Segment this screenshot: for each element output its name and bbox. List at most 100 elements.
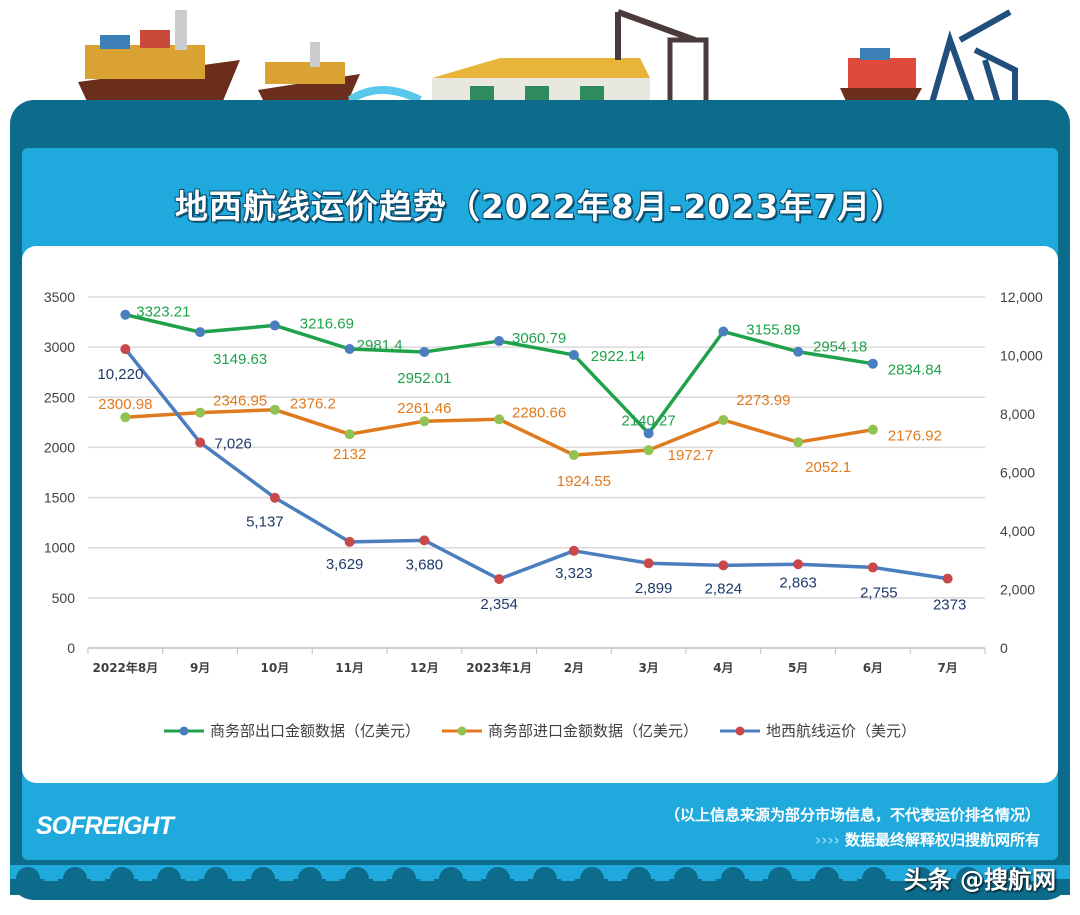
x-tick-label: 2月 — [564, 661, 584, 675]
y-right-tick-label: 12,000 — [1000, 289, 1043, 305]
x-tick-label: 2022年8月 — [93, 660, 159, 675]
data-point — [494, 574, 505, 585]
data-label: 2,755 — [860, 584, 898, 601]
x-tick-label: 3月 — [638, 661, 658, 675]
data-label: 3,680 — [406, 556, 444, 573]
page-title: 地西航线运价趋势（2022年8月-2023年7月） — [174, 187, 906, 226]
data-label: 2952.01 — [397, 370, 451, 387]
gantry-crane-icon — [927, 9, 1018, 112]
data-point — [494, 414, 505, 425]
data-point — [568, 349, 579, 360]
data-label: 3323.21 — [136, 304, 190, 321]
data-point — [718, 326, 729, 337]
arrows-icon: ›››› — [815, 831, 840, 849]
chart-legend: 商务部出口金额数据（亿美元） 商务部进口金额数据（亿美元） 地西航线运价（美元） — [0, 720, 1080, 741]
data-label: 2376.2 — [290, 396, 336, 413]
y-right-tick-label: 0 — [1000, 640, 1008, 656]
y-right-tick-label: 10,000 — [1000, 348, 1043, 364]
data-label: 1924.55 — [557, 473, 611, 490]
data-point — [643, 445, 654, 456]
y-left-tick-label: 1500 — [44, 490, 75, 506]
data-point — [195, 437, 206, 448]
x-tick-label: 12月 — [410, 661, 439, 675]
data-point — [269, 320, 280, 331]
data-label: 2261.46 — [397, 400, 451, 417]
data-point — [568, 449, 579, 460]
data-label: 2981.4 — [357, 337, 403, 354]
data-point — [793, 559, 804, 570]
legend-label: 地西航线运价（美元） — [766, 722, 917, 740]
data-point — [718, 560, 729, 571]
legend-freight-marker — [720, 726, 760, 735]
data-label: 2922.14 — [591, 348, 645, 365]
data-label: 3060.79 — [512, 330, 566, 347]
data-point — [643, 428, 654, 439]
data-point — [867, 424, 878, 435]
data-label: 3,323 — [555, 565, 593, 582]
watermark: 头条 @搜航网 — [903, 866, 1056, 894]
data-point — [269, 492, 280, 503]
source-note: （以上信息来源为部分市场信息，不代表运价排名情况） — [664, 806, 1040, 824]
y-right-tick-label: 4,000 — [1000, 523, 1035, 539]
data-label: 2273.99 — [736, 392, 790, 409]
sofreight-logo: SOFREIGHT — [36, 812, 174, 840]
legend-item-import[interactable]: 商务部进口金额数据（亿美元） — [441, 720, 698, 741]
data-label: 2280.66 — [512, 404, 566, 421]
data-point — [867, 358, 878, 369]
legend-label: 商务部出口金额数据（亿美元） — [209, 722, 420, 740]
data-label: 2834.84 — [888, 362, 942, 379]
data-label: 2,824 — [705, 580, 743, 597]
data-label: 2052.1 — [805, 459, 851, 476]
data-point — [195, 407, 206, 418]
legend-import-marker — [441, 726, 482, 735]
data-label: 5,137 — [246, 514, 284, 531]
rights-text: 数据最终解释权归搜航网所有 — [844, 831, 1040, 849]
data-point — [419, 346, 430, 357]
data-point — [120, 412, 131, 423]
data-label: 2,899 — [635, 580, 673, 597]
data-point — [718, 414, 729, 425]
y-left-tick-label: 1000 — [44, 540, 75, 556]
data-label: 2140.27 — [622, 412, 676, 429]
data-label: 1972.7 — [668, 447, 714, 464]
data-label: 3149.63 — [213, 351, 267, 368]
data-label: 2346.95 — [213, 393, 267, 410]
cargo-ship-icon — [78, 10, 240, 112]
data-label: 2954.18 — [813, 339, 867, 356]
y-right-tick-label: 8,000 — [1000, 406, 1035, 422]
x-tick-label: 10月 — [261, 661, 290, 675]
legend-item-export[interactable]: 商务部出口金额数据（亿美元） — [163, 720, 420, 741]
data-point — [643, 558, 654, 569]
x-tick-label: 11月 — [335, 661, 364, 675]
x-tick-label: 6月 — [863, 661, 883, 675]
rights-note: ›››› 数据最终解释权归搜航网所有 — [815, 829, 1040, 850]
legend-label: 商务部进口金额数据（亿美元） — [487, 722, 698, 740]
data-label: 7,026 — [214, 435, 252, 452]
x-tick-label: 9月 — [190, 661, 210, 675]
data-point — [344, 429, 355, 440]
data-label: 2,863 — [779, 574, 817, 591]
x-tick-label: 7月 — [937, 661, 957, 675]
data-label: 3155.89 — [746, 322, 800, 339]
data-label: 10,220 — [97, 366, 143, 383]
y-right-tick-label: 6,000 — [1000, 465, 1035, 481]
chart-card — [22, 246, 1058, 783]
data-label: 3216.69 — [300, 315, 354, 332]
data-label: 2176.92 — [888, 428, 942, 445]
y-right-tick-label: 2,000 — [1000, 582, 1035, 598]
legend-item-freight[interactable]: 地西航线运价（美元） — [720, 720, 916, 741]
series-line-2 — [124, 347, 948, 581]
data-label: 2373 — [933, 597, 966, 614]
data-point — [195, 327, 206, 338]
data-point — [793, 437, 804, 448]
y-left-tick-label: 3000 — [44, 339, 75, 355]
data-point — [942, 573, 953, 584]
data-label: 2300.98 — [98, 396, 152, 413]
y-left-tick-label: 3500 — [44, 289, 75, 305]
data-point — [344, 536, 355, 547]
data-point — [793, 346, 804, 357]
y-left-tick-label: 2000 — [44, 439, 75, 455]
data-label: 2,354 — [480, 596, 518, 613]
data-point — [120, 344, 131, 355]
data-label: 2132 — [333, 446, 366, 463]
